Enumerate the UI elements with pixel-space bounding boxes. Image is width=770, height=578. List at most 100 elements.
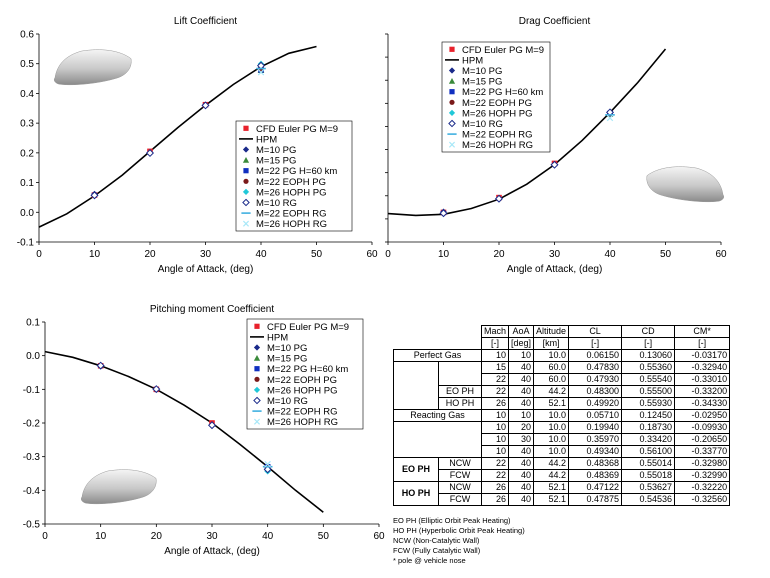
legend-marker-stroke (253, 418, 261, 425)
legend-label: M=22 EOPH PG (267, 375, 337, 386)
cell: 0.05710 (568, 409, 623, 422)
cell: 0.55930 (621, 397, 676, 410)
cell: 0.35970 (568, 433, 623, 446)
vehicle-image-body (53, 49, 132, 86)
chart-title: Lift Coefficient (174, 16, 237, 27)
legend-marker (243, 125, 249, 131)
cell: 0.18730 (621, 421, 676, 434)
x-tick-label: 50 (660, 249, 672, 260)
cell: 10 (480, 409, 510, 422)
x-tick-label: 10 (89, 249, 101, 260)
y-tick-label: 0.1 (26, 318, 40, 329)
cell: 10 (480, 433, 510, 446)
legend-marker (448, 67, 456, 74)
series-m-26-hoph-rg (264, 460, 271, 468)
unit-aoa: [deg] (508, 337, 535, 350)
cell: 22 (480, 469, 510, 482)
legend-marker (448, 141, 456, 148)
legend-label: M=10 PG (256, 145, 296, 156)
cell: 40 (508, 397, 535, 410)
legend-box (246, 318, 364, 430)
legend-marker (242, 157, 250, 163)
legend-marker (242, 188, 250, 195)
legend-label: M=15 PG (267, 354, 307, 365)
data-point (90, 191, 99, 200)
cell: 15 (480, 361, 510, 374)
wall-fcw: FCW (438, 469, 482, 482)
cell: 0.13060 (621, 349, 676, 362)
unit-altitude: [km] (533, 337, 570, 350)
y-tick-label: -0.1 (23, 385, 41, 396)
cell: -0.32980 (674, 457, 731, 470)
legend-marker (254, 323, 260, 329)
data-point (439, 209, 448, 218)
table-row: 15 40 60.0 0.47830 0.55360 -0.32940 (393, 361, 731, 410)
table-row: EO PH 22 40 44.2 0.48300 0.55500 -0.33200 (394, 385, 731, 398)
table-row: FCW 22 40 44.2 0.48369 0.55018 -0.32990 (394, 469, 731, 482)
cell: 22 (480, 385, 510, 398)
legend-marker (448, 109, 456, 116)
legend-label: M=22 EOPH PG (256, 177, 326, 188)
cell: 0.47930 (568, 373, 623, 386)
legend-label: M=22 EOPH PG (462, 98, 532, 109)
note-fcw: FCW (Fully Catalytic Wall) (393, 546, 481, 555)
legend-marker (254, 366, 260, 372)
y-tick-label: 0.5 (20, 59, 34, 70)
unit-cd: [-] (621, 337, 676, 350)
x-tick-label: 30 (200, 249, 212, 260)
x-tick-label: 20 (151, 531, 163, 542)
pitching-moment-chart: Pitching moment Coefficient -0.5 -0.4 -0.3 -… (23, 304, 385, 557)
legend-marker (449, 46, 455, 52)
col-header-mach: Mach (480, 325, 510, 338)
wall-fcw: FCW (438, 493, 482, 506)
legend-marker (448, 119, 456, 128)
legend-label: M=15 PG (462, 77, 502, 88)
legend-label: M=10 RG (267, 396, 308, 407)
legend-marker (253, 418, 261, 425)
cell: 0.55360 (621, 361, 676, 374)
legend-marker (243, 168, 249, 174)
series-m-10-rg (90, 61, 266, 200)
x-tick-label: 0 (36, 249, 42, 260)
x-tick-label: 60 (366, 249, 378, 260)
y-tick-label: -0.5 (23, 520, 41, 531)
data-point (207, 421, 217, 430)
series-cfd-euler-pg-m-9 (97, 362, 271, 472)
y-tick-label: 0.2 (20, 148, 34, 159)
cell: 10 (508, 349, 535, 362)
legend-label: M=26 HOPH RG (256, 219, 327, 230)
coefficients-table: Mach AoA Altitude CL CD CM* [-] [deg] [k… (393, 325, 731, 506)
x-tick-label: 50 (311, 249, 323, 260)
legend-marker-stroke (242, 220, 250, 227)
table-row: 10 20 10.0 0.19940 0.18730 -0.09930 (393, 421, 731, 458)
cell: 0.33420 (621, 433, 676, 446)
legend-label: M=10 RG (462, 119, 503, 130)
data-point (152, 385, 161, 394)
hpm-line (38, 45, 317, 228)
data-point-stroke (257, 69, 265, 76)
data-point (201, 101, 210, 110)
cell: 10.0 (533, 433, 570, 446)
cell: -0.33770 (674, 445, 731, 458)
cell: 40 (508, 445, 535, 458)
legend-label: HPM (256, 134, 277, 145)
data-point-stroke (264, 460, 271, 468)
table-row: 10 30 10.0 0.35970 0.33420 -0.20650 (394, 433, 731, 446)
legend-label: M=26 HOPH PG (256, 187, 326, 198)
legend-label: M=10 RG (256, 198, 297, 209)
cell: 0.49920 (568, 397, 623, 410)
table-row: Perfect Gas 10 10 10.0 0.06150 0.13060 -0.031… (393, 349, 731, 362)
cell: 22 (480, 373, 510, 386)
cell: 40 (508, 469, 535, 482)
legend-label: M=22 EOPH RG (256, 209, 326, 220)
cell: 52.1 (533, 397, 570, 410)
x-tick-label: 0 (42, 531, 48, 542)
legend-label: CFD Euler PG M=9 (462, 45, 544, 56)
cell: 60.0 (533, 361, 570, 374)
series-m-10-rg (96, 361, 272, 474)
unit-cm: [-] (674, 337, 731, 350)
cell: 0.55014 (621, 457, 676, 470)
cell: 44.2 (533, 457, 570, 470)
col-header-cd: CD (621, 325, 676, 338)
